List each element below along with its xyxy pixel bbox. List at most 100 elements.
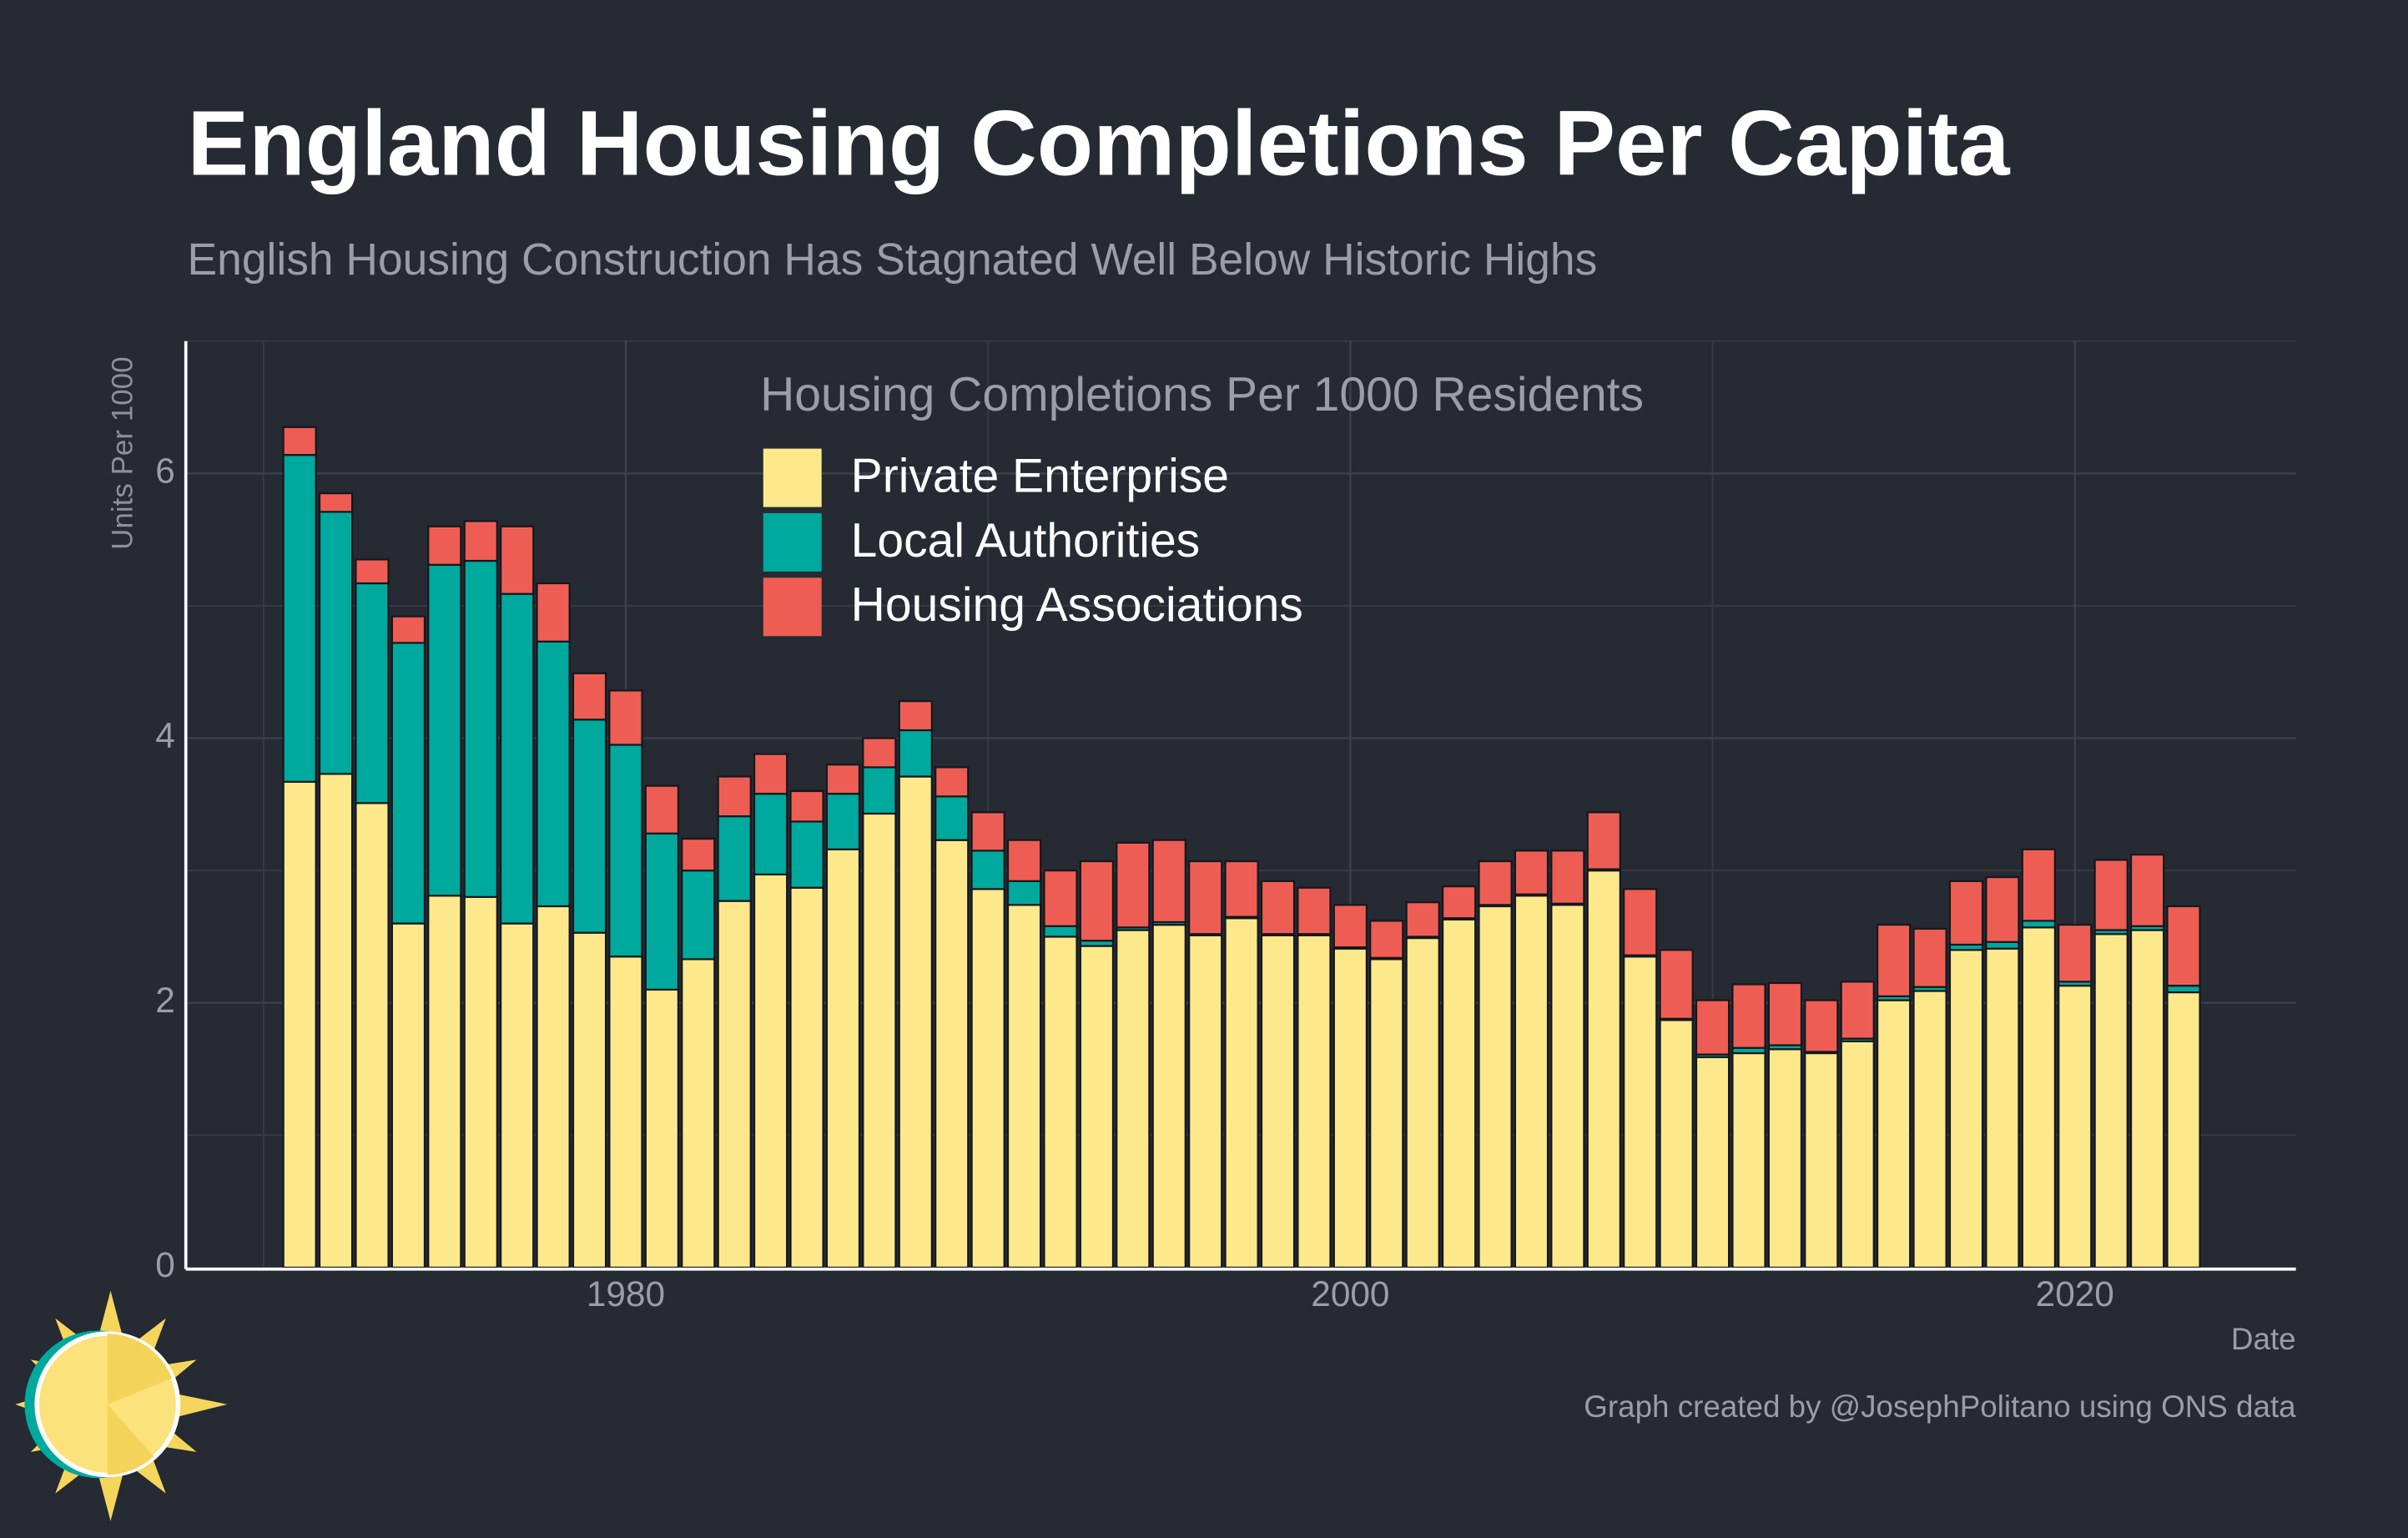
bar-segment — [1478, 905, 1513, 1269]
bar-segment — [2166, 905, 2201, 987]
legend-label: Housing Associations — [851, 578, 1303, 632]
bar-segment — [1514, 895, 1549, 1269]
bar-segment — [282, 454, 317, 783]
bar-segment — [427, 895, 462, 1269]
bar-segment — [2058, 924, 2093, 983]
bar-segment — [463, 520, 498, 562]
bar-segment — [1840, 981, 1875, 1040]
bar-segment — [1043, 935, 1078, 1269]
bar-segment — [355, 582, 390, 804]
bar-segment — [536, 582, 571, 643]
bar-segment — [1659, 1019, 1694, 1269]
bar-segment — [644, 988, 680, 1269]
bar-segment — [1151, 839, 1186, 924]
bar-segment — [318, 773, 354, 1269]
bar-segment — [318, 492, 354, 513]
bar-segment — [644, 832, 680, 991]
bar-segment — [1804, 999, 1839, 1053]
bar-segment — [934, 839, 970, 1269]
bar-segment — [825, 848, 861, 1269]
legend-swatch — [763, 448, 822, 507]
bar-segment — [2166, 991, 2201, 1269]
bar-segment — [500, 525, 535, 595]
bar-segment — [970, 888, 1005, 1269]
y-axis-label: Units Per 1000 — [106, 356, 139, 549]
bar-segment — [572, 672, 607, 721]
bar-segment — [1405, 936, 1440, 1269]
bar-segment — [1985, 940, 2020, 950]
bar-segment — [1877, 924, 1912, 997]
x-tick-label: 2000 — [1311, 1274, 1389, 1314]
bar-segment — [1405, 901, 1440, 938]
bar-segment — [717, 900, 752, 1269]
bar-segment — [608, 744, 643, 958]
bar-segment — [1369, 958, 1404, 1269]
bar-segment — [1877, 999, 1912, 1269]
bar-segment — [1116, 841, 1151, 929]
logo — [15, 1290, 228, 1521]
bar-segment — [463, 559, 498, 898]
chart-title: England Housing Completions Per Capita — [188, 93, 2012, 195]
bar-segment — [1079, 945, 1115, 1269]
bar-segment — [1767, 981, 1803, 1046]
bar-segment — [1514, 850, 1549, 895]
bar-segment — [1006, 904, 1042, 1269]
y-tick-label: 4 — [155, 716, 175, 755]
bar-segment — [934, 766, 970, 798]
bar-segment — [1369, 920, 1404, 959]
bar-segment — [1151, 924, 1186, 1269]
bar-segment — [427, 525, 462, 566]
bar-segment — [608, 956, 643, 1269]
bar-segment — [2021, 926, 2056, 1269]
bar-segment — [1043, 925, 1078, 938]
bar-segment — [390, 615, 426, 644]
bar-segment — [355, 802, 390, 1269]
bar-segment — [681, 870, 716, 961]
bar-segment — [1731, 983, 1766, 1049]
bar-segment — [2093, 933, 2128, 1269]
bar-segment — [1116, 929, 1151, 1269]
bar-segment — [500, 593, 535, 925]
bar-segment — [1912, 990, 1947, 1269]
bar-segment — [1550, 904, 1585, 1269]
bar-segment — [318, 511, 354, 775]
bar-segment — [1550, 850, 1585, 905]
legend-swatch — [763, 512, 822, 572]
bar-segment — [1586, 811, 1621, 870]
bar-segment — [536, 640, 571, 908]
bar-segment — [1043, 870, 1078, 927]
bar-segment — [1985, 875, 2020, 943]
bar-segment — [1260, 880, 1296, 935]
bar-segment — [1224, 860, 1259, 918]
bar-segment — [1804, 1051, 1839, 1269]
bar-segment — [898, 729, 933, 778]
bar-segment — [572, 931, 607, 1269]
bar-segment — [2021, 848, 2056, 922]
bar-segment — [717, 815, 752, 902]
chart-subtitle: English Housing Construction Has Stagnat… — [188, 235, 1598, 285]
bar-segment — [1586, 870, 1621, 1269]
bar-segment — [1332, 947, 1368, 1269]
legend-swatch — [763, 577, 822, 637]
bar-segment — [2129, 929, 2165, 1269]
y-tick-label: 0 — [155, 1245, 175, 1284]
bar-segment — [282, 426, 317, 456]
x-tick-label: 1980 — [587, 1274, 665, 1314]
bar-segment — [862, 766, 897, 815]
bar-segment — [1948, 880, 1984, 946]
bar-segment — [1623, 888, 1658, 956]
bar-segment — [1623, 956, 1658, 1269]
caption: Graph created by @JosephPolitano using O… — [1584, 1389, 2296, 1424]
bar-segment — [390, 922, 426, 1269]
bar-segment — [1297, 934, 1332, 1269]
bar-segment — [644, 784, 680, 835]
legend-label: Local Authorities — [851, 514, 1201, 567]
bar-segment — [2058, 985, 2093, 1269]
bar-segment — [2166, 985, 2201, 994]
bar-segment — [390, 642, 426, 925]
bar-segment — [825, 793, 861, 850]
bar-segment — [1006, 839, 1042, 882]
bar-segment — [2129, 854, 2165, 927]
x-axis-label: Date — [2231, 1322, 2296, 1356]
